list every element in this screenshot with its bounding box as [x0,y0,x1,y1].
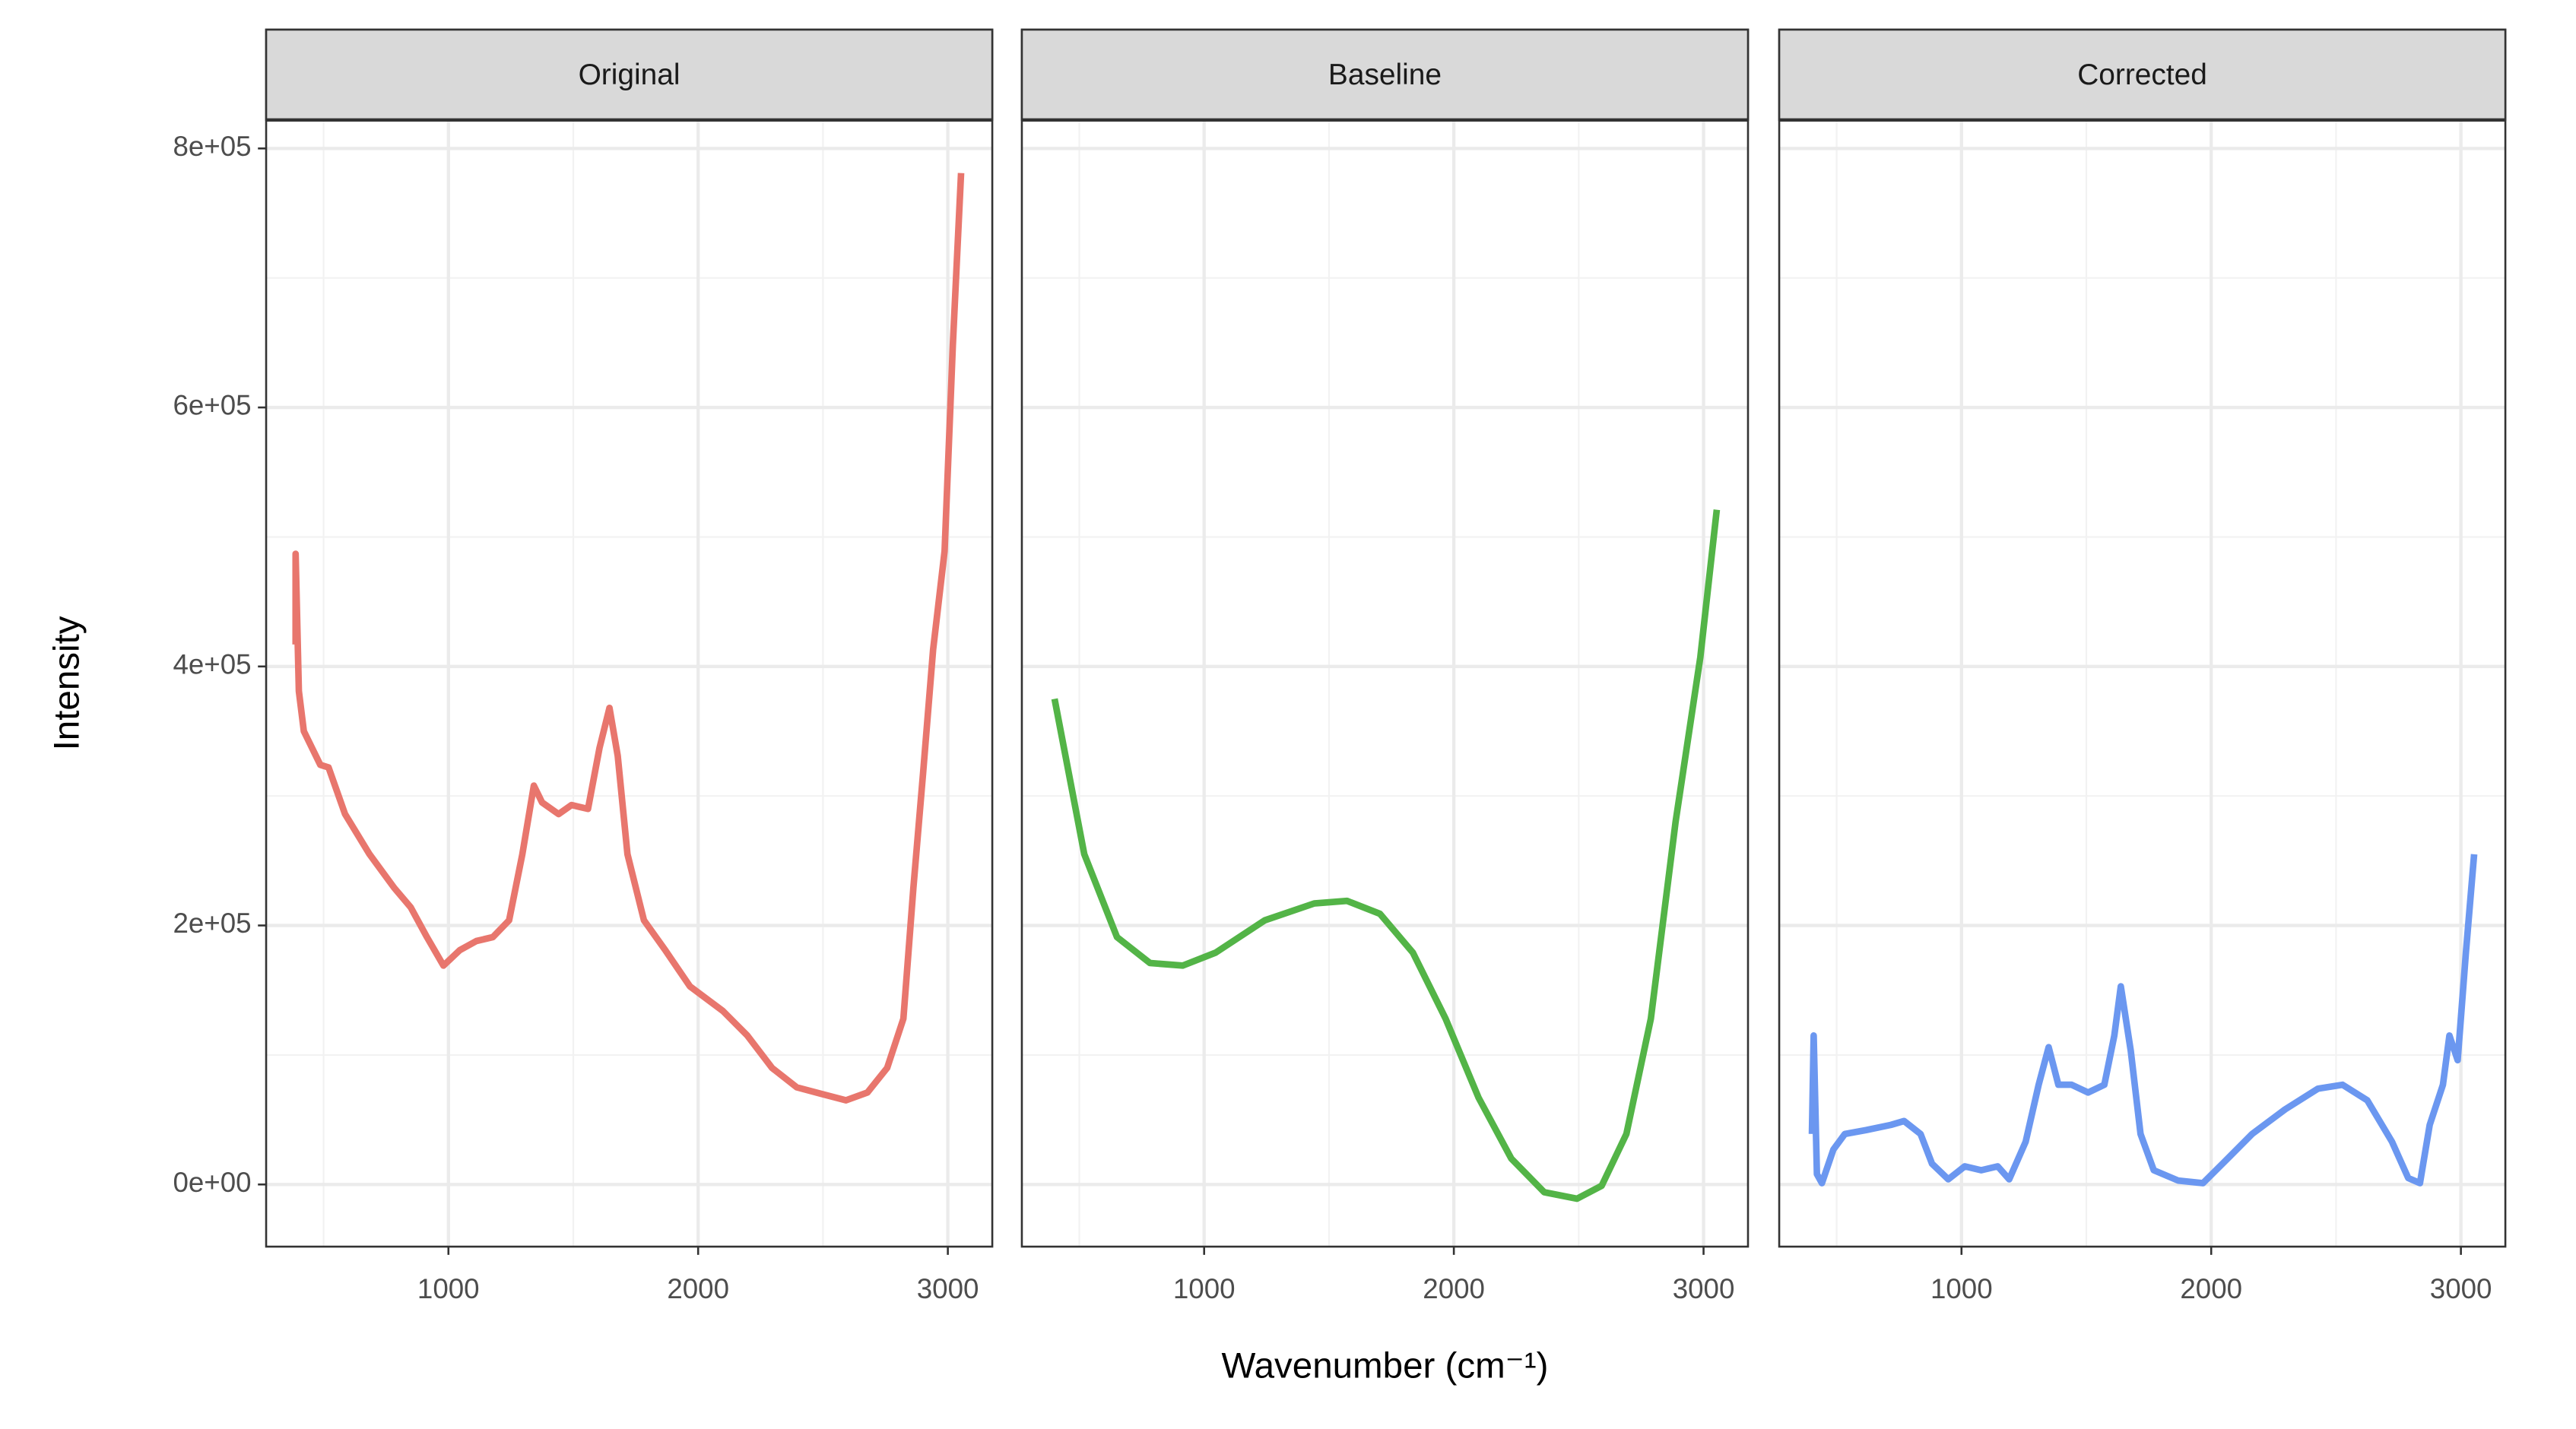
y-tick-label: 6e+05 [173,390,251,421]
y-tick-label: 2e+05 [173,908,251,939]
x-tick-label: 2000 [667,1273,729,1304]
y-tick-label: 4e+05 [173,649,251,680]
panel-background [1779,119,2506,1247]
y-tick-label: 0e+00 [173,1167,251,1198]
strip [265,28,994,122]
x-tick-label: 3000 [1673,1273,1735,1304]
strip-label: Corrected [2077,59,2207,91]
data-line [292,173,965,1104]
x-tick-label: 1000 [1930,1273,1993,1304]
y-axis-title: Intensity [46,616,87,750]
strip-label: Baseline [1328,59,1442,91]
strip [1020,28,1750,122]
y-tick-label: 8e+05 [173,131,251,162]
x-tick-label: 2000 [1423,1273,1485,1304]
panel-background [1021,119,1748,1247]
strip [1778,28,2507,122]
data-line [1051,509,1721,1202]
x-tick-label: 3000 [917,1273,979,1304]
x-tick-label: 1000 [417,1273,480,1304]
x-tick-label: 1000 [1173,1273,1236,1304]
strip-label: Original [579,59,680,91]
panel-background [266,119,993,1247]
x-tick-label: 2000 [2180,1273,2242,1304]
x-axis-title: Wavenumber (cm⁻¹) [1222,1346,1549,1386]
data-line [1808,854,2478,1187]
x-tick-label: 3000 [2430,1273,2492,1304]
